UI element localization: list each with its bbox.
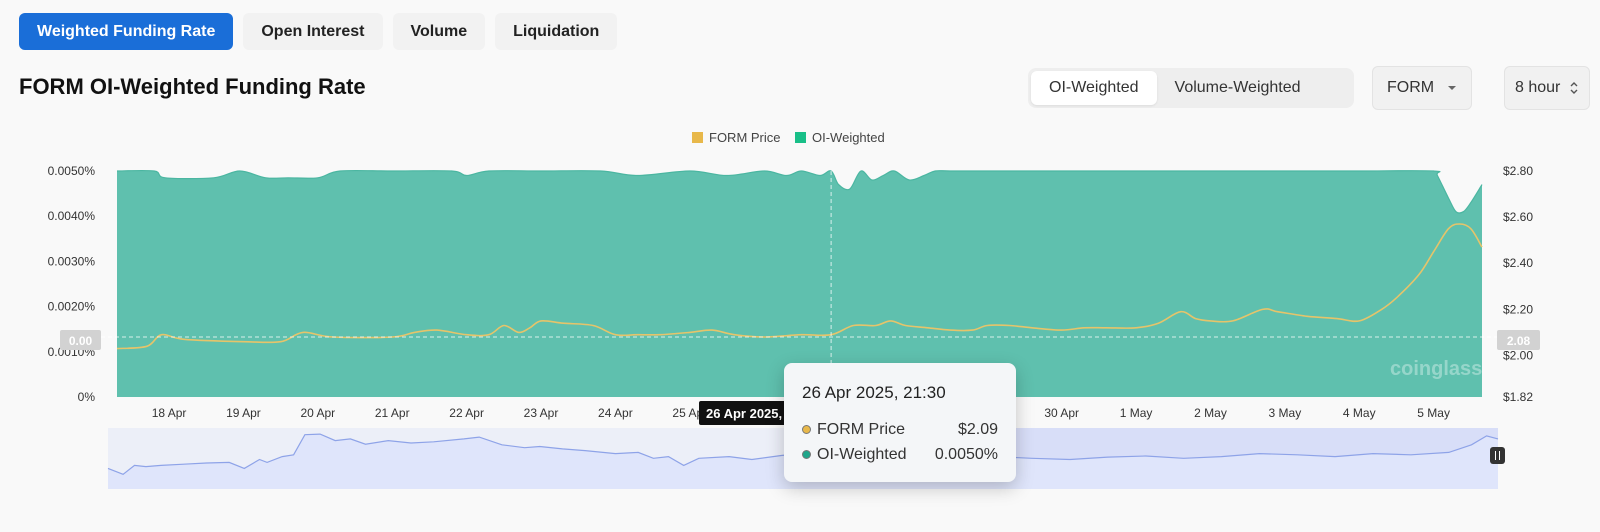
tooltip-row-value: 0.0050% bbox=[934, 445, 998, 463]
navigator-handle[interactable] bbox=[1490, 447, 1505, 464]
legend-swatch bbox=[692, 132, 703, 143]
tab-weighted-funding-rate[interactable]: Weighted Funding Rate bbox=[19, 13, 234, 50]
oi-dot-icon bbox=[802, 450, 811, 459]
x-tick-label: 4 May bbox=[1343, 406, 1376, 420]
x-tick-label: 20 Apr bbox=[300, 406, 335, 420]
svg-text:0.00: 0.00 bbox=[69, 334, 93, 348]
right-tick-label: $2.00 bbox=[1503, 348, 1533, 362]
tooltip-row-price: FORM Price $2.09 bbox=[802, 417, 998, 442]
x-tick-label: 18 Apr bbox=[152, 406, 187, 420]
legend-label: OI-Weighted bbox=[812, 130, 885, 145]
chart-tooltip: 26 Apr 2025, 21:30 FORM Price $2.09 OI-W… bbox=[784, 363, 1016, 482]
x-tick-label: 19 Apr bbox=[226, 406, 261, 420]
top-tabs: Weighted Funding Rate Open Interest Volu… bbox=[19, 13, 618, 50]
tooltip-row-oi: OI-Weighted 0.0050% bbox=[802, 442, 998, 467]
x-tick-label: 25 Apr bbox=[672, 406, 707, 420]
left-tick-label: 0.0030% bbox=[48, 254, 96, 268]
x-tick-label: 24 Apr bbox=[598, 406, 633, 420]
price-dot-icon bbox=[802, 425, 811, 434]
legend-label: FORM Price bbox=[709, 130, 781, 145]
page-title: FORM OI-Weighted Funding Rate bbox=[19, 74, 366, 99]
svg-text:2.08: 2.08 bbox=[1507, 334, 1531, 348]
tooltip-row-name: FORM Price bbox=[817, 420, 905, 438]
left-axis-ticks: 0%0.0010%0.0020%0.0030%0.0040%0.0050% bbox=[48, 164, 96, 404]
left-tick-label: 0.0050% bbox=[48, 164, 96, 178]
right-tick-label: $1.82 bbox=[1503, 390, 1533, 404]
x-tick-label: 30 Apr bbox=[1044, 406, 1079, 420]
tooltip-row-value: $2.09 bbox=[957, 420, 998, 438]
legend-swatch bbox=[795, 132, 806, 143]
oi-weighted-button[interactable]: OI-Weighted bbox=[1031, 71, 1157, 105]
tooltip-date: 26 Apr 2025, 21:30 bbox=[802, 383, 946, 402]
interval-select-value: 8 hour bbox=[1515, 79, 1561, 96]
tab-open-interest[interactable]: Open Interest bbox=[243, 13, 383, 50]
right-tick-label: $2.20 bbox=[1503, 302, 1533, 316]
right-tick-label: $2.80 bbox=[1503, 164, 1533, 178]
left-tick-label: 0% bbox=[78, 390, 96, 404]
left-tick-label: 0.0020% bbox=[48, 300, 96, 314]
tab-liquidation[interactable]: Liquidation bbox=[495, 13, 618, 50]
oi-weighted-area bbox=[117, 170, 1482, 397]
x-tick-label: 22 Apr bbox=[449, 406, 484, 420]
weighting-toggle: OI-Weighted Volume-Weighted bbox=[1028, 68, 1354, 108]
interval-select[interactable]: 8 hour bbox=[1504, 66, 1590, 110]
x-tick-label: 2 May bbox=[1194, 406, 1227, 420]
up-down-chevron-icon bbox=[1570, 82, 1578, 94]
right-axis-ticks: $1.82 $2.00 $2.20 $2.40 $2.60 $2.80 bbox=[1503, 164, 1533, 404]
x-tick-label: 1 May bbox=[1120, 406, 1153, 420]
form-price-line bbox=[116, 223, 1483, 350]
coinglass-watermark: coinglass bbox=[1390, 358, 1482, 380]
x-tick-label: 21 Apr bbox=[375, 406, 410, 420]
chart-legend: FORM Price OI-Weighted bbox=[692, 130, 885, 145]
right-tick-label: $2.60 bbox=[1503, 210, 1533, 224]
tab-volume[interactable]: Volume bbox=[392, 13, 486, 50]
crosshair-right-label: 2.08 bbox=[1497, 330, 1540, 350]
x-tick-label: 23 Apr bbox=[524, 406, 559, 420]
caret-down-icon bbox=[1448, 86, 1456, 90]
symbol-select-value: FORM bbox=[1387, 79, 1435, 96]
oi-weighted-line bbox=[116, 169, 1483, 214]
tooltip-row-name: OI-Weighted bbox=[817, 445, 907, 463]
right-tick-label: $2.40 bbox=[1503, 256, 1533, 270]
volume-weighted-button[interactable]: Volume-Weighted bbox=[1174, 79, 1301, 96]
x-tick-label: 3 May bbox=[1269, 406, 1302, 420]
crosshair-left-label: 0.00 bbox=[60, 330, 101, 350]
x-tick-label: 5 May bbox=[1417, 406, 1450, 420]
left-tick-label: 0.0040% bbox=[48, 209, 96, 223]
navigator-line bbox=[107, 433, 1499, 475]
symbol-select[interactable]: FORM bbox=[1372, 66, 1472, 110]
